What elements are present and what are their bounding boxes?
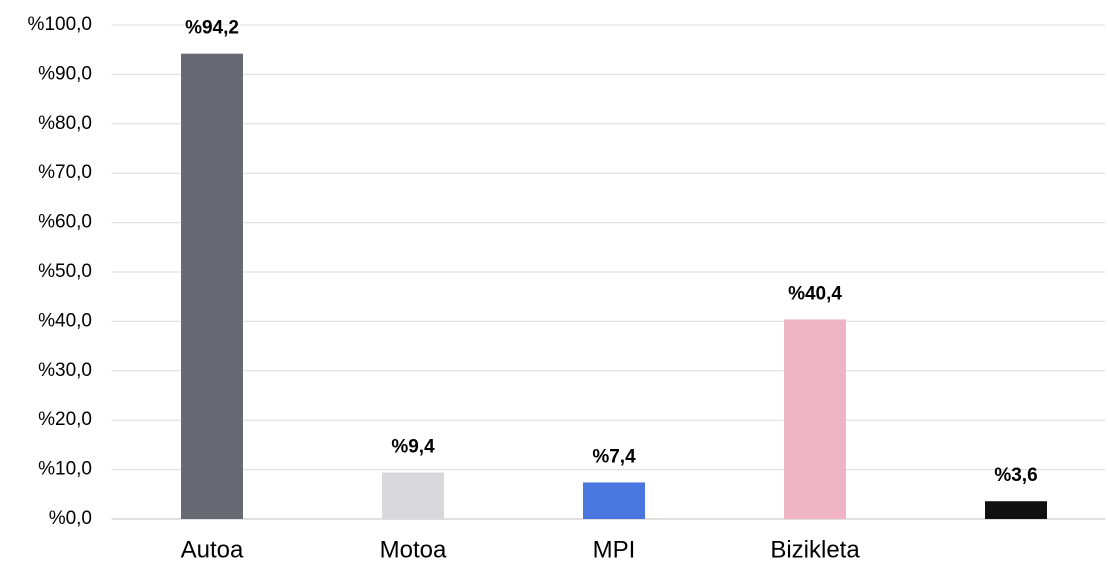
bar xyxy=(382,472,444,519)
y-tick-label: %80,0 xyxy=(38,113,92,134)
x-tick-label: Bizikleta xyxy=(770,536,860,563)
y-tick-label: %10,0 xyxy=(38,459,92,480)
x-tick-label: MPI xyxy=(593,536,636,563)
y-tick-label: %70,0 xyxy=(38,162,92,183)
value-label: %3,6 xyxy=(994,465,1037,486)
y-tick-label: %30,0 xyxy=(38,360,92,381)
value-label: %40,4 xyxy=(788,283,842,304)
y-tick-label: %60,0 xyxy=(38,212,92,233)
value-label: %9,4 xyxy=(391,437,435,458)
y-tick-label: %40,0 xyxy=(38,310,92,331)
value-label: %7,4 xyxy=(592,446,636,467)
y-tick-label: %100,0 xyxy=(28,14,92,35)
x-tick-label: Autoa xyxy=(181,536,244,563)
y-tick-label: %0,0 xyxy=(49,508,92,529)
y-tick-label: %90,0 xyxy=(38,63,92,84)
value-label: %94,2 xyxy=(185,18,239,39)
y-tick-label: %20,0 xyxy=(38,409,92,430)
bar xyxy=(784,319,846,519)
y-tick-label: %50,0 xyxy=(38,261,92,282)
bar xyxy=(583,482,645,519)
bar xyxy=(181,53,243,519)
bar xyxy=(985,501,1047,519)
x-tick-label: Motoa xyxy=(380,536,447,563)
